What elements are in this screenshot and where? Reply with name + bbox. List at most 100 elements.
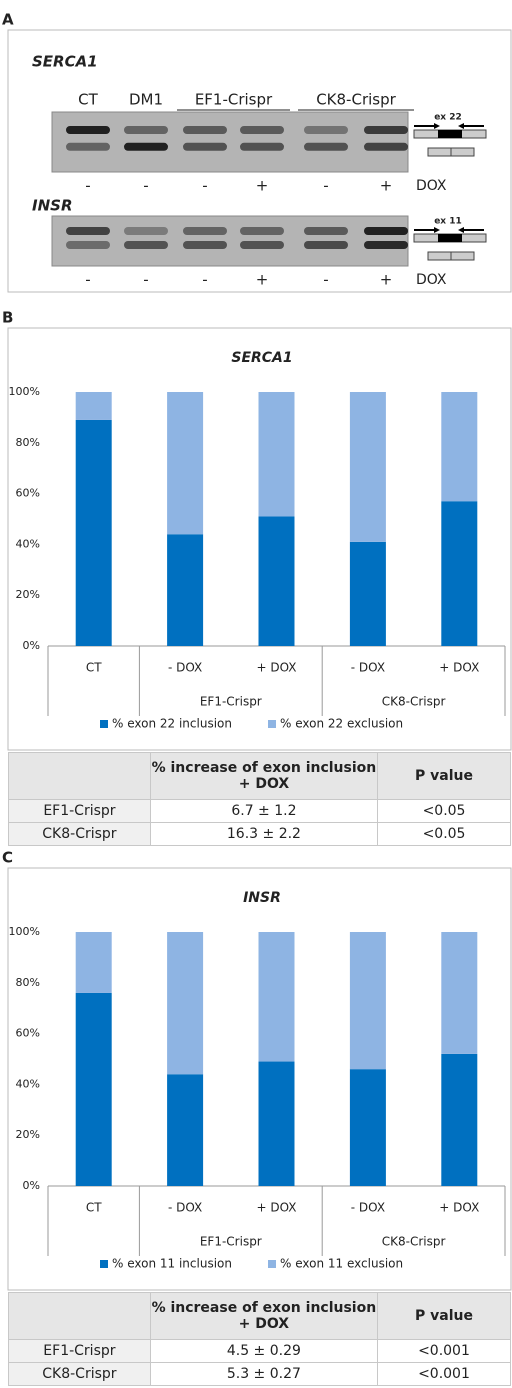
legend-label: % exon 11 exclusion: [280, 1257, 403, 1271]
gel-band: [66, 227, 110, 235]
gel-band: [183, 143, 227, 151]
table-cell: % increase of exon inclusion + DOX: [150, 753, 377, 800]
gel-band: [66, 143, 110, 151]
dox-sign: +: [256, 177, 269, 195]
bar-segment: [167, 392, 203, 534]
lane-label: DM1: [129, 91, 163, 109]
bar-segment: [259, 1062, 295, 1186]
legend-swatch: [268, 720, 276, 728]
table-cell: <0.05: [378, 823, 511, 846]
blot-title: INSR: [32, 197, 73, 215]
table-row: EF1-Crispr4.5 ± 0.29<0.001: [9, 1340, 511, 1363]
bar-segment: [350, 1069, 386, 1186]
gel-band: [304, 143, 348, 151]
table-cell: 16.3 ± 2.2: [150, 823, 377, 846]
y-tick-label: 20%: [16, 588, 40, 601]
chart-title: SERCA1: [231, 350, 292, 366]
legend-label: % exon 22 exclusion: [280, 717, 403, 731]
chart-title: INSR: [243, 890, 281, 906]
dox-label: DOX: [416, 178, 447, 194]
dox-sign: -: [143, 271, 148, 289]
panel-label: C: [2, 849, 13, 867]
lane-label: EF1-Crispr: [195, 91, 273, 109]
legend-swatch: [268, 1260, 276, 1268]
bar-segment: [441, 392, 477, 501]
table-cell: % increase of exon inclusion + DOX: [150, 1293, 377, 1340]
y-tick-label: 60%: [16, 487, 40, 500]
dox-sign: -: [323, 177, 328, 195]
bar-segment: [167, 534, 203, 646]
y-tick-label: 40%: [16, 1077, 40, 1090]
gel-band: [364, 227, 408, 235]
dox-label: DOX: [416, 272, 447, 288]
gel-band: [124, 143, 168, 151]
gel-band: [124, 126, 168, 134]
exon-label: ex 11: [434, 217, 462, 227]
gel-band: [124, 241, 168, 249]
x-tick-label: CT: [86, 1201, 102, 1215]
bar-segment: [76, 392, 112, 420]
bar-segment: [76, 993, 112, 1186]
table-cell: <0.001: [377, 1340, 510, 1363]
dox-sign: -: [323, 271, 328, 289]
bar-segment: [76, 932, 112, 993]
group-label: EF1-Crispr: [200, 1235, 262, 1249]
gel-band: [124, 227, 168, 235]
table-cell: P value: [378, 753, 511, 800]
dox-sign: -: [85, 177, 90, 195]
gel-band: [304, 126, 348, 134]
group-label: CK8-Crispr: [382, 695, 446, 709]
gel-band: [240, 143, 284, 151]
y-tick-label: 20%: [16, 1128, 40, 1141]
x-tick-label: - DOX: [351, 661, 385, 675]
y-tick-label: 100%: [9, 385, 40, 398]
x-tick-label: + DOX: [256, 1201, 296, 1215]
y-tick-label: 80%: [16, 436, 40, 449]
y-tick-label: 0%: [23, 1179, 40, 1192]
gel-band: [183, 227, 227, 235]
table-cell: <0.05: [378, 800, 511, 823]
figure-canvas: ABCCTDM1EF1-CrisprCK8-CrisprSERCA1---+-+…: [0, 0, 512, 1388]
table-cell: [9, 1293, 151, 1340]
y-tick-label: 100%: [9, 925, 40, 938]
legend-label: % exon 11 inclusion: [112, 1257, 232, 1271]
bar-segment: [441, 501, 477, 646]
bar-segment: [350, 932, 386, 1069]
table-cell: CK8-Crispr: [9, 1363, 151, 1386]
group-label: EF1-Crispr: [200, 695, 262, 709]
figure: ABCCTDM1EF1-CrisprCK8-CrisprSERCA1---+-+…: [0, 0, 512, 1388]
table-cell: P value: [377, 1293, 510, 1340]
gel-band: [183, 126, 227, 134]
x-tick-label: - DOX: [351, 1201, 385, 1215]
gel-band: [66, 126, 110, 134]
y-tick-label: 60%: [16, 1027, 40, 1040]
dox-sign: -: [202, 177, 207, 195]
table-cell: CK8-Crispr: [9, 823, 151, 846]
bar-segment: [167, 1074, 203, 1186]
table-cell: 5.3 ± 0.27: [150, 1363, 377, 1386]
y-tick-label: 40%: [16, 537, 40, 550]
table-cell: EF1-Crispr: [9, 800, 151, 823]
bar-segment: [259, 392, 295, 516]
gel-band: [240, 126, 284, 134]
table-cell: 4.5 ± 0.29: [150, 1340, 377, 1363]
x-tick-label: + DOX: [439, 1201, 479, 1215]
lane-label: CK8-Crispr: [316, 91, 396, 109]
legend-swatch: [100, 720, 108, 728]
x-tick-label: CT: [86, 661, 102, 675]
bar-segment: [441, 1054, 477, 1186]
blot-title: SERCA1: [32, 53, 98, 71]
x-tick-label: - DOX: [168, 661, 202, 675]
gel-band: [183, 241, 227, 249]
lane-label: CT: [78, 91, 98, 109]
dox-sign: -: [143, 177, 148, 195]
x-tick-label: + DOX: [256, 661, 296, 675]
bar-segment: [350, 392, 386, 542]
exon-box: [438, 234, 462, 242]
